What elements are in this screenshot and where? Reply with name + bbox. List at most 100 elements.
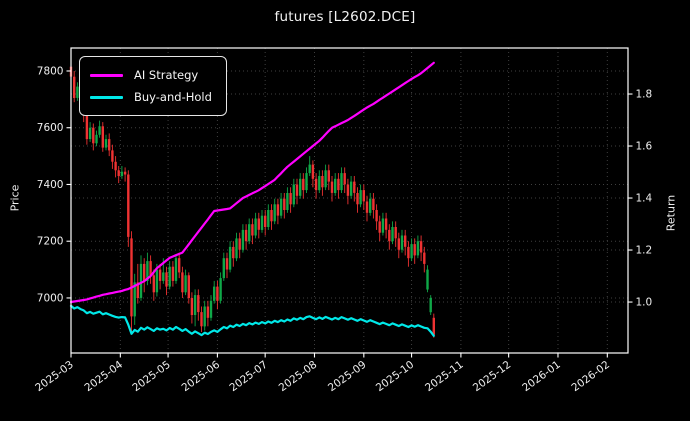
candle-body bbox=[324, 170, 327, 188]
candle-body bbox=[219, 278, 222, 301]
candle-body bbox=[372, 198, 375, 210]
candle-body bbox=[85, 115, 89, 140]
price-tick-label: 7200 bbox=[37, 236, 64, 248]
candle-body bbox=[174, 258, 178, 281]
candle-body bbox=[209, 300, 213, 318]
candle-body bbox=[244, 229, 248, 242]
date-tick-label: 2025-09 bbox=[326, 359, 369, 394]
candle-body bbox=[330, 181, 334, 193]
candle-body bbox=[346, 184, 350, 196]
candle-body bbox=[286, 193, 289, 210]
candle-body bbox=[264, 215, 267, 227]
candle-body bbox=[92, 127, 95, 144]
candle-body bbox=[165, 272, 168, 287]
candle-body bbox=[143, 263, 146, 281]
candle-body bbox=[340, 173, 343, 191]
candle-body bbox=[190, 298, 194, 315]
candle-body bbox=[432, 317, 435, 335]
candle-body bbox=[337, 178, 340, 191]
candle-body bbox=[178, 258, 181, 273]
candle-body bbox=[193, 295, 197, 315]
candle-body bbox=[114, 161, 117, 171]
candle-body bbox=[248, 224, 251, 242]
legend: AI Strategy Buy-and-Hold bbox=[79, 56, 227, 116]
candle-body bbox=[197, 295, 200, 313]
ai-strategy-line-swatch bbox=[90, 73, 123, 77]
candle-body bbox=[98, 126, 101, 135]
candle-body bbox=[349, 181, 353, 196]
candle-body bbox=[321, 176, 324, 188]
candle-body bbox=[334, 178, 337, 193]
candle-body bbox=[139, 263, 143, 298]
candle-body bbox=[232, 246, 235, 259]
candle-body bbox=[289, 193, 292, 205]
candle-body bbox=[203, 306, 206, 327]
candle-body bbox=[365, 201, 369, 213]
candle-body bbox=[384, 218, 388, 230]
date-tick-label: 2025-06 bbox=[180, 359, 223, 395]
candle-body bbox=[343, 173, 346, 185]
candle-body bbox=[413, 244, 416, 256]
candle-body bbox=[391, 227, 394, 242]
candle-body bbox=[149, 261, 152, 276]
date-tick-label: 2025-05 bbox=[130, 359, 173, 394]
candle-body bbox=[162, 272, 165, 281]
legend-label-ai-strategy: AI Strategy bbox=[134, 68, 199, 82]
date-tick-label: 2025-10 bbox=[374, 359, 417, 394]
candle-body bbox=[257, 218, 260, 230]
candle-body bbox=[200, 312, 203, 327]
date-tick-label: 2025-11 bbox=[423, 359, 466, 394]
candle-body bbox=[305, 173, 308, 191]
date-tick-label: 2025-12 bbox=[471, 359, 514, 394]
candle-body bbox=[359, 190, 362, 205]
candle-body bbox=[120, 171, 124, 176]
candle-body bbox=[88, 127, 92, 139]
return-tick-label: 1.0 bbox=[636, 297, 653, 309]
candle-body bbox=[283, 198, 286, 210]
candle-body bbox=[108, 139, 111, 151]
candle-body bbox=[127, 174, 130, 237]
date-tick-label: 2026-01 bbox=[520, 359, 563, 394]
candle-body bbox=[423, 252, 426, 264]
candle-body bbox=[152, 275, 155, 293]
return-tick-label: 1.4 bbox=[636, 193, 653, 205]
candle-body bbox=[76, 86, 79, 98]
candle-body bbox=[397, 238, 400, 250]
chart-title: futures [L2602.DCE] bbox=[274, 9, 416, 25]
candle-body bbox=[123, 171, 127, 175]
lines-layer bbox=[69, 61, 435, 337]
candle-body bbox=[101, 126, 104, 148]
candle-body bbox=[394, 227, 397, 239]
candle-body bbox=[276, 204, 280, 216]
buy-and-hold-line bbox=[69, 304, 435, 337]
candle-body bbox=[130, 238, 133, 317]
candle-body bbox=[260, 215, 264, 230]
buy-and-hold-line-swatch bbox=[90, 95, 123, 99]
candle-body bbox=[404, 235, 407, 247]
candle-body bbox=[292, 184, 295, 205]
candle-body bbox=[206, 306, 210, 318]
date-tick-label: 2026-02 bbox=[570, 359, 613, 394]
candle-body bbox=[362, 190, 365, 202]
candle-body bbox=[400, 235, 404, 250]
return-tick-label: 1.6 bbox=[636, 141, 653, 153]
candle-body bbox=[295, 184, 299, 196]
candle-body bbox=[181, 272, 184, 293]
candle-body bbox=[171, 266, 175, 281]
candle-body bbox=[378, 221, 381, 233]
price-axis: 7000 7200 7400 7600 7800 bbox=[37, 65, 71, 304]
date-tick-label: 2025-04 bbox=[83, 359, 126, 395]
candle-body bbox=[251, 224, 254, 236]
candle-body bbox=[254, 218, 257, 236]
candle-body bbox=[222, 258, 225, 279]
candle-body bbox=[299, 178, 302, 196]
return-tick-label: 1.8 bbox=[636, 89, 653, 101]
return-tick-label: 1.2 bbox=[636, 245, 653, 257]
candle-body bbox=[228, 246, 232, 270]
candle-body bbox=[429, 298, 432, 313]
candle-body bbox=[267, 210, 270, 227]
candle-body bbox=[213, 286, 216, 301]
candle-body bbox=[410, 244, 413, 259]
